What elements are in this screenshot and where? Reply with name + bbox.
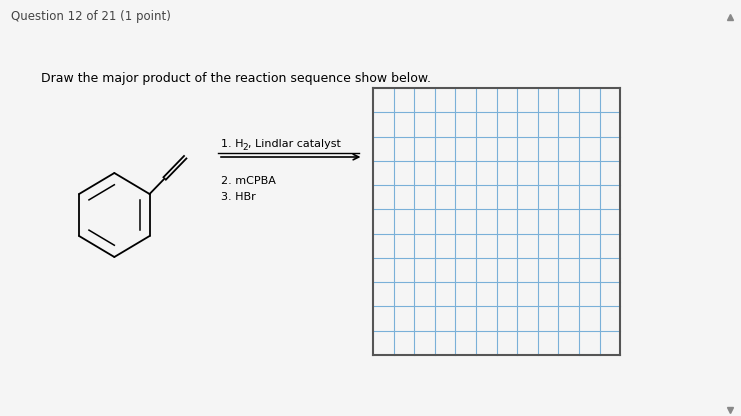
Text: , Lindlar catalyst: , Lindlar catalyst: [248, 139, 341, 149]
Text: Question 12 of 21 (1 point): Question 12 of 21 (1 point): [11, 10, 170, 23]
Text: 2: 2: [242, 143, 248, 152]
Text: Draw the major product of the reaction sequence show below.: Draw the major product of the reaction s…: [41, 72, 431, 85]
Text: 2. mCPBA: 2. mCPBA: [221, 176, 276, 186]
Text: 3. HBr: 3. HBr: [221, 192, 256, 202]
Text: 1. H: 1. H: [221, 139, 244, 149]
